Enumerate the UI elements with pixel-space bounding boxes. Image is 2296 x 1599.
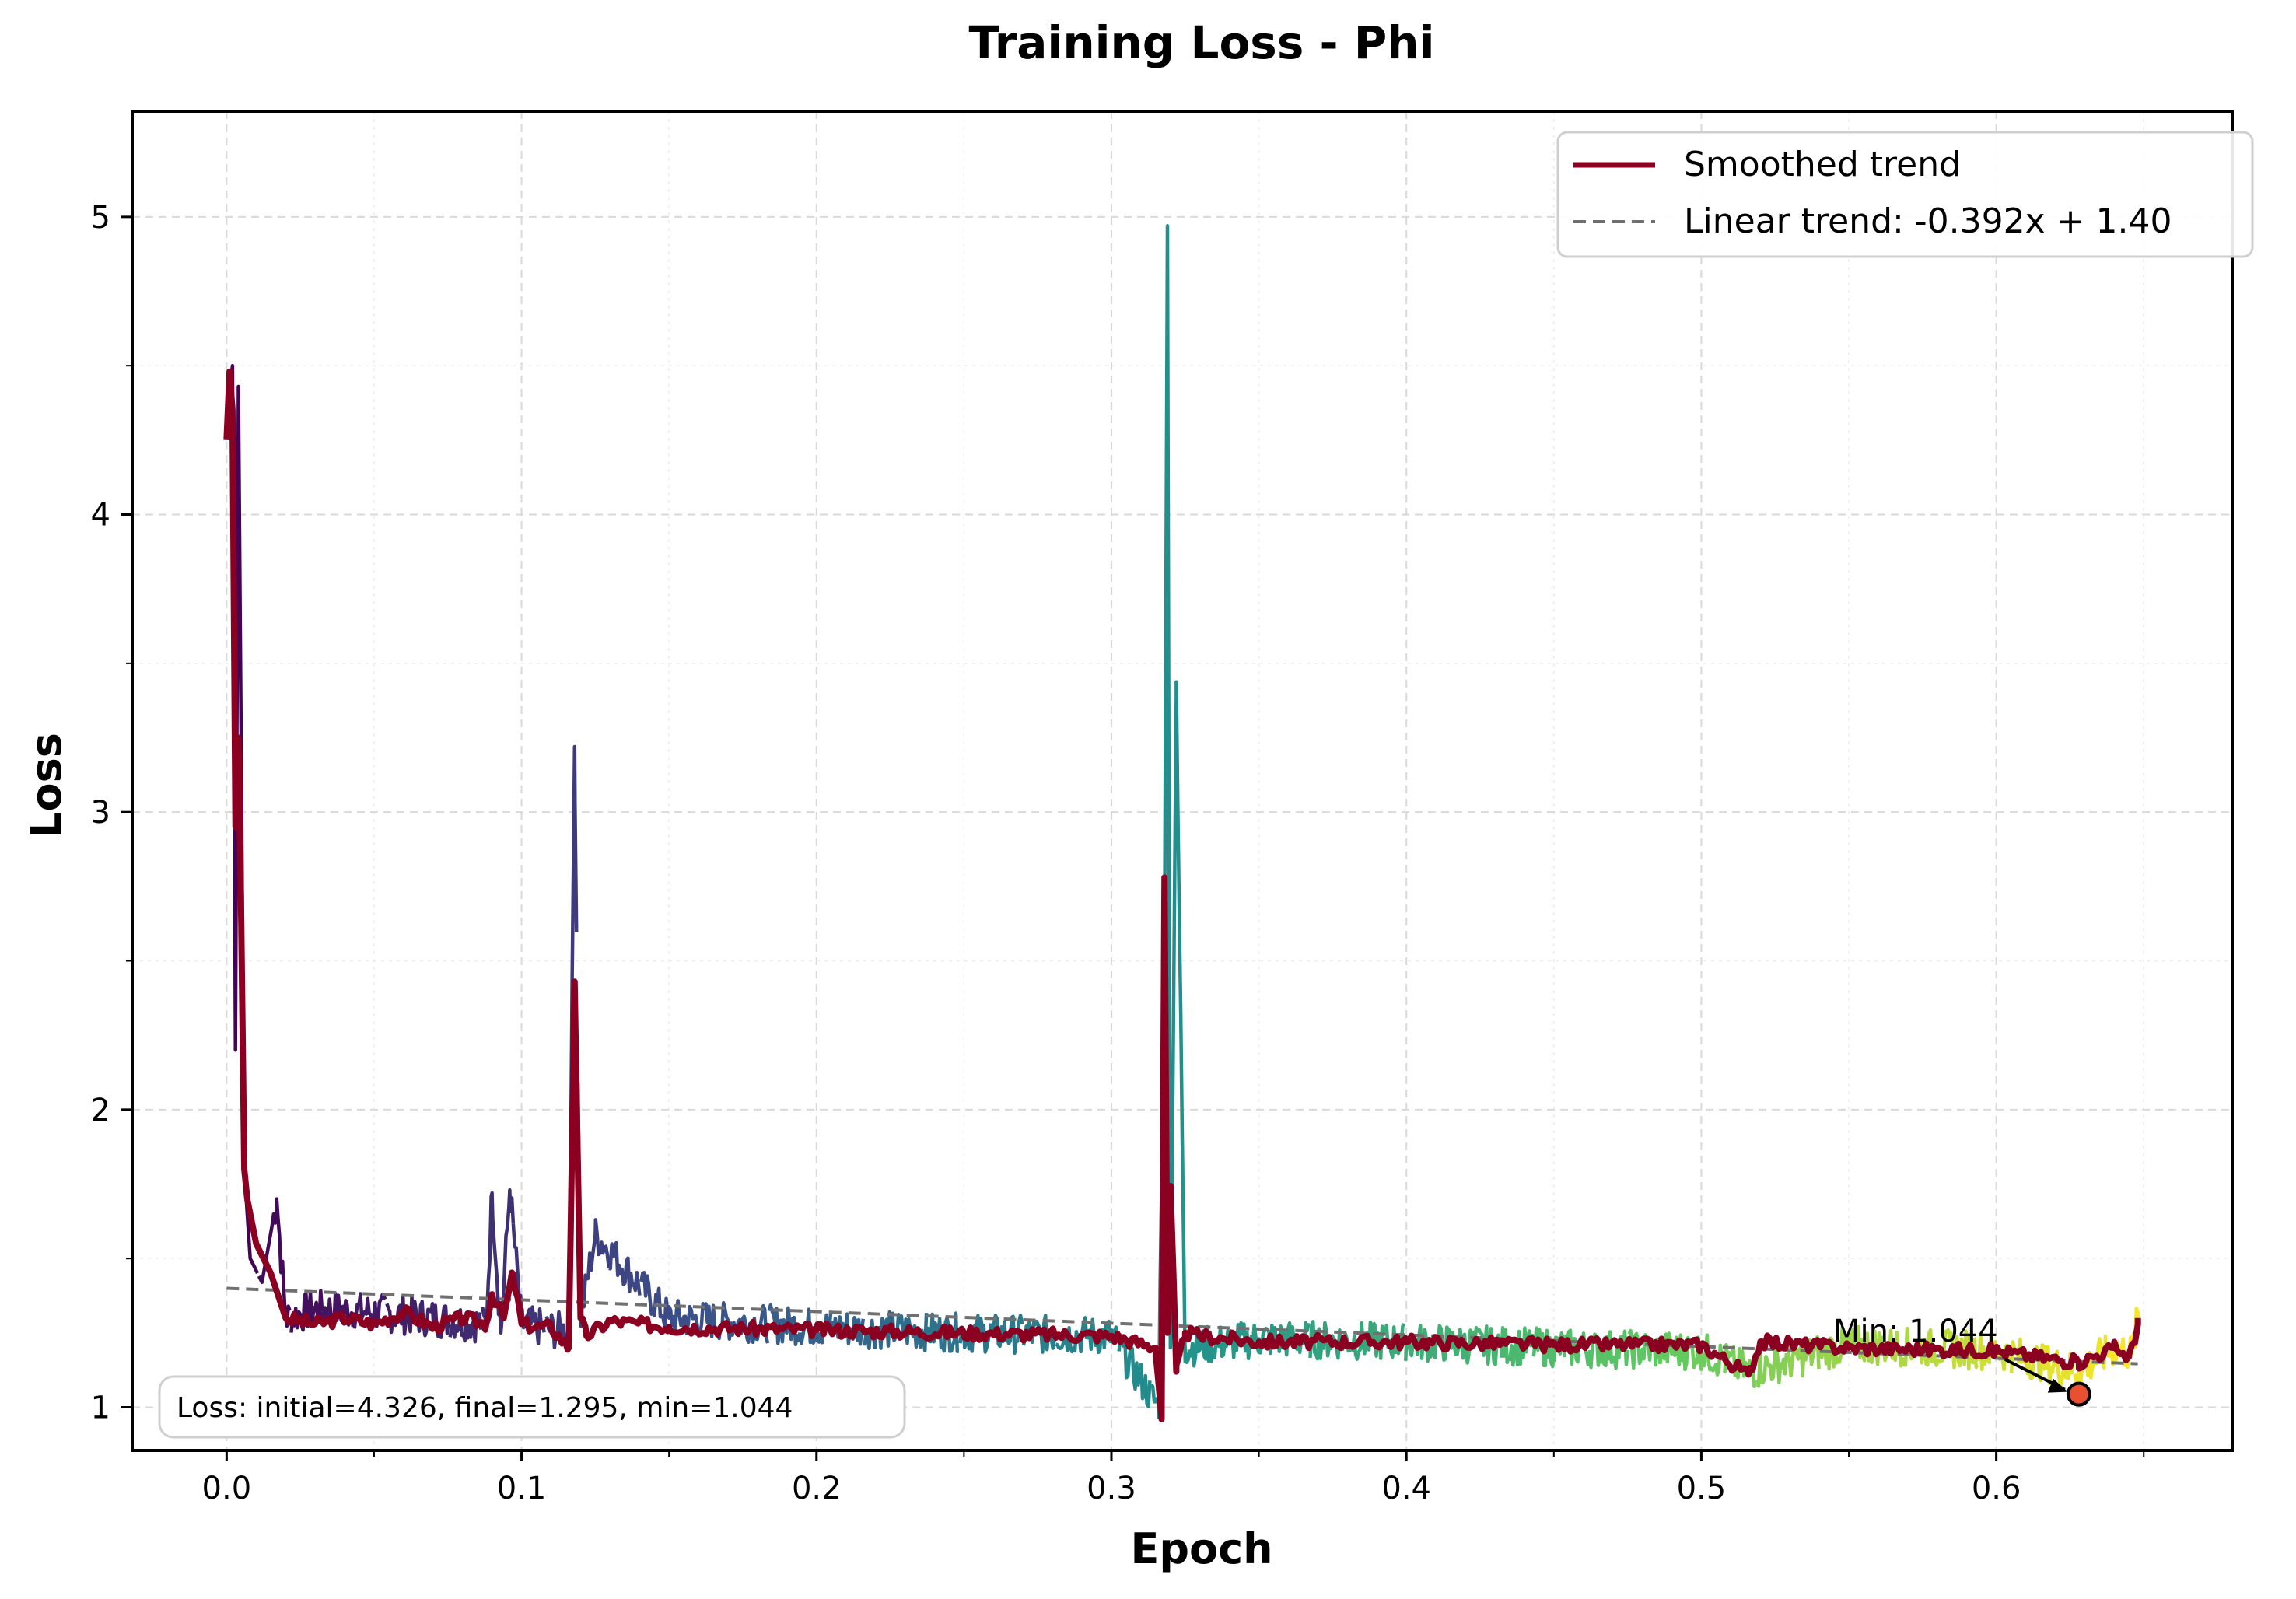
- raw-loss-segment: [2073, 1335, 2108, 1387]
- raw-loss-segment: [1754, 1345, 1789, 1388]
- raw-loss-segment: [511, 1223, 546, 1345]
- x-tick-label: 0.3: [1087, 1471, 1136, 1506]
- chart-title: Training Loss - Phi: [969, 16, 1435, 69]
- x-axis-label: Epoch: [1130, 1524, 1272, 1573]
- y-axis-label: Loss: [22, 733, 71, 838]
- min-annotation-arrowhead: [2047, 1378, 2068, 1393]
- annotations: [2004, 1358, 2091, 1407]
- stats-box-frame: [158, 1375, 906, 1439]
- x-tick-label: 0.0: [202, 1471, 252, 1506]
- stats-box: Loss: initial=4.326, final=1.295, min=1.…: [158, 1375, 906, 1439]
- plot-frame: [131, 110, 2234, 1452]
- raw-loss-segment: [608, 1240, 642, 1296]
- raw-loss-segment: [989, 1313, 1024, 1356]
- y-tick-label: 2: [91, 1093, 110, 1128]
- x-tick-label: 0.2: [792, 1471, 842, 1506]
- smoothed-trend-line: [223, 368, 2141, 1422]
- raw-loss-segment: [352, 1292, 387, 1329]
- legend-smoothed-label: Smoothed trend: [1684, 145, 1961, 184]
- stats-box-text: Loss: initial=4.326, final=1.295, min=1.…: [177, 1392, 793, 1424]
- x-tick-label: 0.1: [497, 1471, 547, 1506]
- min-annotation-label: Min: 1.044: [1833, 1314, 1998, 1349]
- raw-loss-segment: [958, 1314, 993, 1354]
- legend-linear-label: Linear trend: -0.392x + 1.40: [1684, 201, 2172, 241]
- y-tick-label: 3: [91, 795, 110, 831]
- raw-loss-segment: [1818, 1325, 1853, 1371]
- legend-box: [1556, 131, 2254, 258]
- raw-loss-segment: [926, 1311, 960, 1353]
- axes: 0.0 0.1 0.2 0.3 0.4 0.5 0.6 1 2 3 4 5: [91, 110, 2234, 1506]
- raw-loss-segment: [1786, 1335, 1821, 1378]
- raw-loss-segment: [639, 1271, 674, 1328]
- linear-trend-line: [226, 1286, 2138, 1366]
- y-tick-label: 5: [91, 200, 110, 236]
- raw-loss-segment: [1945, 1328, 1979, 1371]
- trend-series: [223, 368, 2141, 1422]
- legend: Smoothed trend Linear trend: -0.392x + 1…: [1556, 131, 2254, 258]
- raw-loss-segment: [1627, 1328, 1662, 1370]
- x-tick-label: 0.6: [1972, 1471, 2021, 1506]
- raw-loss-segment: [1055, 1316, 1089, 1354]
- raw-loss-segment: [1404, 1323, 1439, 1363]
- raw-loss-segment: [1085, 1317, 1120, 1355]
- min-point-marker: [2066, 1381, 2091, 1407]
- y-tick-label: 4: [91, 498, 110, 534]
- y-tick-label: 1: [91, 1391, 110, 1426]
- x-tick-label: 0.4: [1381, 1471, 1431, 1506]
- raw-loss-segment: [544, 744, 579, 1349]
- x-tick-label: 0.5: [1677, 1471, 1727, 1506]
